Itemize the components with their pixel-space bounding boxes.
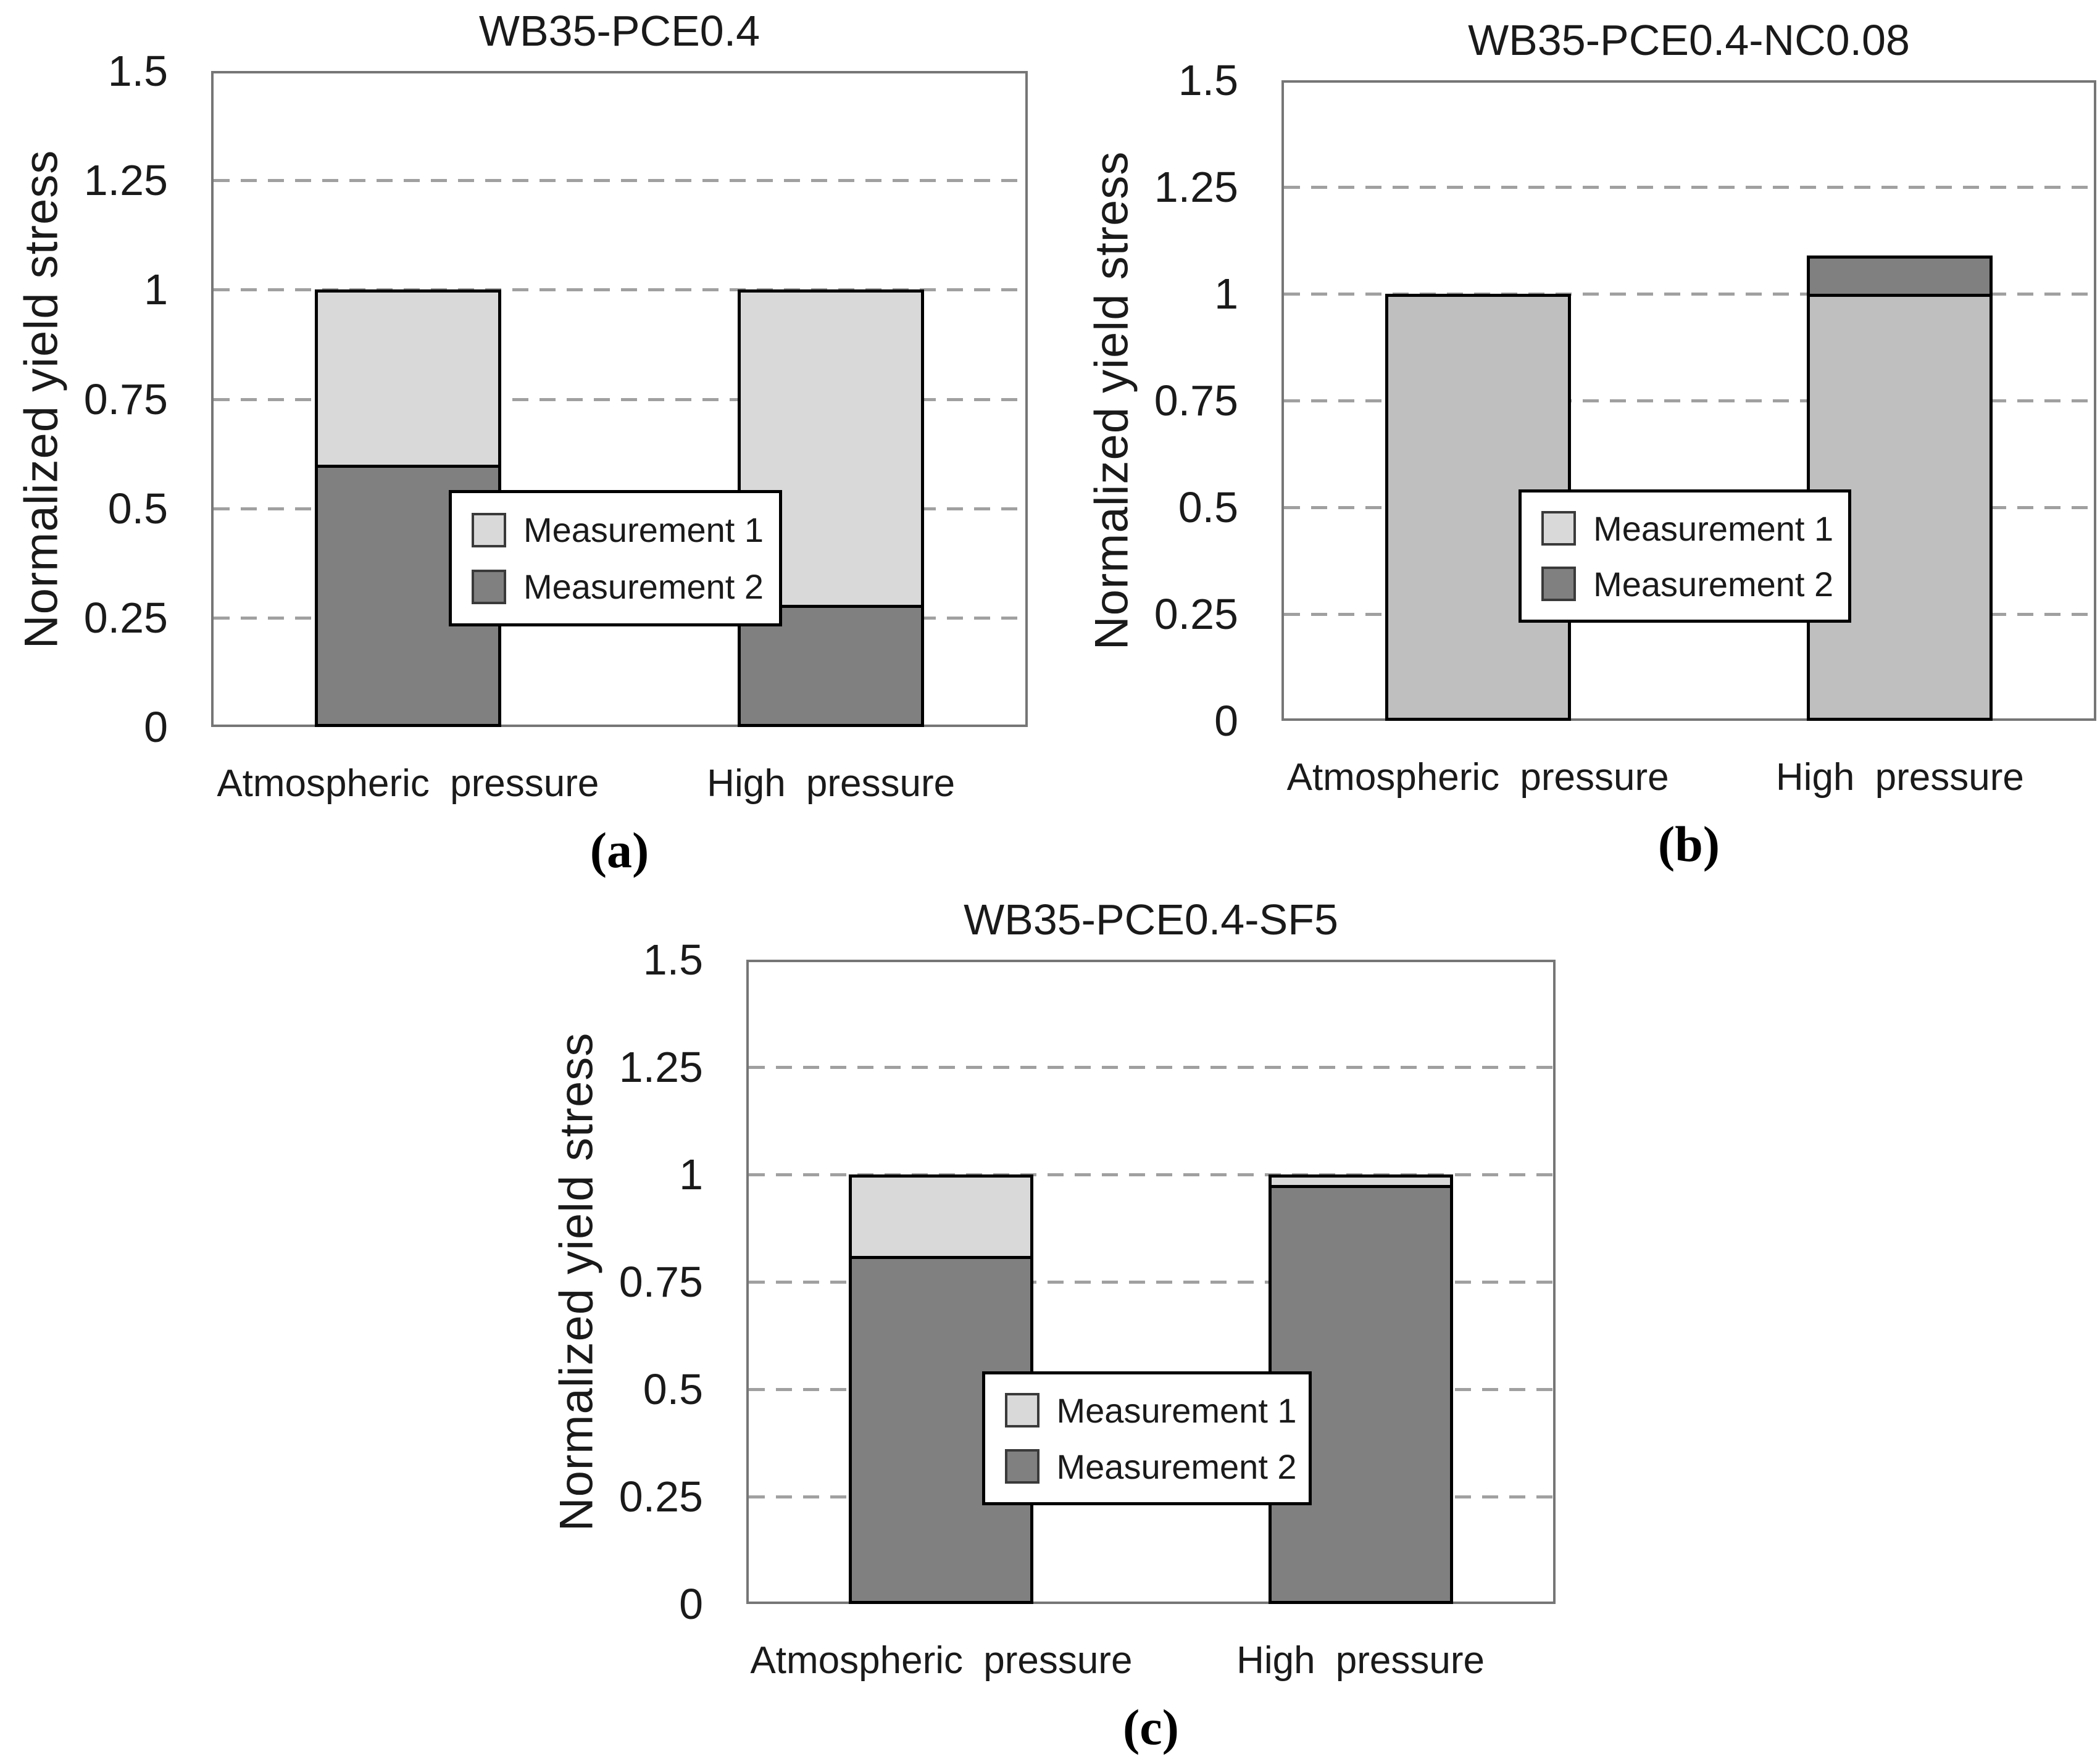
y-tick-label-0.25: 0.25 — [83, 593, 168, 642]
y-tick-label-0: 0 — [679, 1580, 703, 1628]
y-tick-label-1: 1 — [144, 265, 168, 314]
x-label-atmospheric-pressure: Atmospheric pressure — [217, 762, 599, 805]
legend-label: Measurement 2 — [1593, 564, 1834, 604]
y-tick-label-1.5: 1.5 — [643, 936, 703, 984]
legend-item-measurement1: Measurement 1 — [1004, 1390, 1309, 1431]
gridline-1 — [1284, 293, 2094, 296]
y-tick-label-0: 0 — [1214, 697, 1238, 745]
y-tick-label-1.5: 1.5 — [1178, 56, 1238, 104]
y-tick-label-1.5: 1.5 — [107, 47, 168, 95]
y-tick-label-0.75: 0.75 — [619, 1258, 703, 1306]
legend-label: Measurement 2 — [523, 567, 764, 607]
legend-label: Measurement 1 — [1056, 1390, 1297, 1430]
x-label-high-pressure: High pressure — [1775, 756, 2024, 799]
legend-box: Measurement 1 Measurement 2 — [448, 490, 782, 627]
gridline-0.75 — [749, 1281, 1553, 1284]
gridline-1.25 — [749, 1066, 1553, 1069]
x-label-atmospheric-pressure: Atmospheric pressure — [750, 1639, 1133, 1682]
legend-label: Measurement 1 — [1593, 509, 1834, 548]
x-label-atmospheric-pressure: Atmospheric pressure — [1286, 756, 1669, 799]
legend-item-measurement1: Measurement 1 — [1541, 509, 1848, 549]
y-tick-label-0.25: 0.25 — [619, 1473, 703, 1521]
legend-box: Measurement 1 Measurement 2 — [981, 1371, 1312, 1506]
gridline-1.25 — [214, 179, 1025, 183]
chart-title-c: WB35-PCE0.4-SF5 — [964, 896, 1338, 944]
gridline-1 — [214, 288, 1025, 292]
legend-swatch-measurement1 — [471, 512, 506, 547]
y-tick-label-1: 1 — [1214, 270, 1238, 318]
y-tick-label-1.25: 1.25 — [83, 156, 168, 205]
legend-label: Measurement 2 — [1056, 1447, 1297, 1486]
gridline-1.25 — [1284, 186, 2094, 189]
y-tick-label-1: 1 — [679, 1150, 703, 1199]
gridline-0.75 — [1284, 399, 2094, 402]
gridline-0.75 — [214, 397, 1025, 401]
y-tick-label-0.5: 0.5 — [643, 1365, 703, 1413]
y-tick-label-0.5: 0.5 — [107, 484, 168, 533]
y-tick-label-0.75: 0.75 — [83, 375, 168, 423]
panel-caption-a: (a) — [590, 822, 649, 878]
chart-title-b: WB35-PCE0.4-NC0.08 — [1468, 16, 1910, 64]
y-tick-label-1.25: 1.25 — [619, 1043, 703, 1091]
y-tick-label-0: 0 — [144, 703, 168, 751]
legend-label: Measurement 1 — [523, 510, 764, 550]
panel-caption-c: (c) — [1122, 1699, 1179, 1755]
legend-item-measurement2: Measurement 2 — [471, 567, 779, 607]
legend-swatch-measurement2 — [471, 569, 506, 604]
legend-item-measurement2: Measurement 2 — [1541, 564, 1848, 604]
legend-swatch-measurement1 — [1541, 511, 1577, 546]
legend-swatch-measurement2 — [1004, 1449, 1040, 1484]
x-label-high-pressure: High pressure — [1236, 1639, 1485, 1682]
legend-box: Measurement 1 Measurement 2 — [1519, 489, 1851, 623]
legend-item-measurement2: Measurement 2 — [1004, 1447, 1309, 1487]
gridline-1 — [749, 1173, 1553, 1176]
panel-caption-b: (b) — [1657, 816, 1720, 872]
y-tick-label-0.75: 0.75 — [1154, 376, 1238, 425]
x-label-high-pressure: High pressure — [707, 762, 956, 805]
legend-swatch-measurement2 — [1541, 567, 1577, 602]
y-tick-label-0.5: 0.5 — [1178, 483, 1238, 531]
legend-swatch-measurement1 — [1004, 1393, 1040, 1428]
y-tick-label-0.25: 0.25 — [1154, 590, 1238, 638]
y-tick-label-1.25: 1.25 — [1154, 163, 1238, 211]
chart-title-a: WB35-PCE0.4 — [478, 7, 760, 55]
legend-item-measurement1: Measurement 1 — [471, 510, 779, 550]
